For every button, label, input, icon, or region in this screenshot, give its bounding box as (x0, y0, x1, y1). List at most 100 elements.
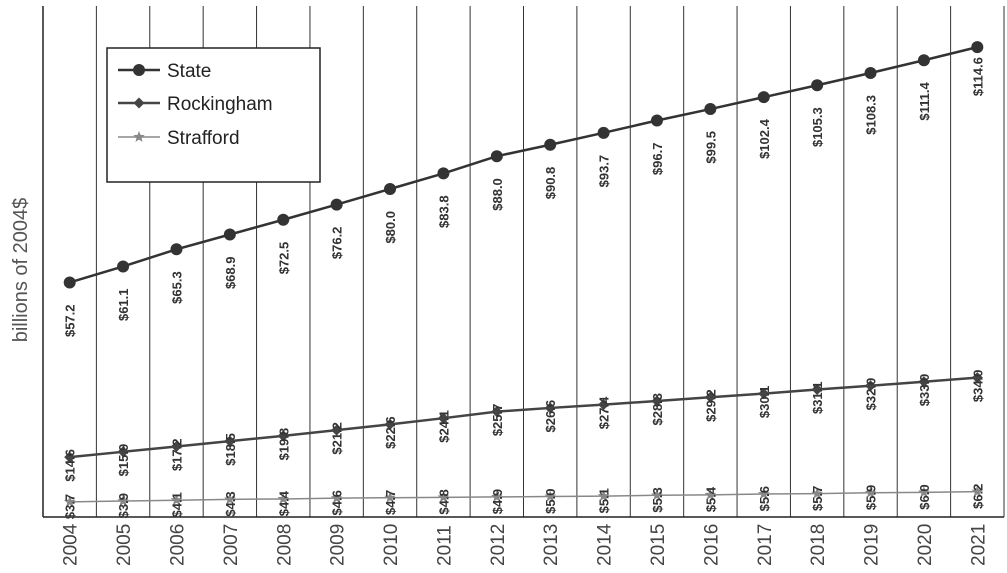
data-point (811, 487, 823, 499)
data-point (64, 451, 76, 463)
data-label: $4.1 (169, 492, 184, 517)
data-label: $31.1 (810, 381, 825, 414)
data-label: $22.6 (383, 416, 398, 449)
data-label: $80.0 (383, 211, 398, 244)
data-label: $99.5 (703, 131, 718, 164)
data-point (971, 41, 984, 54)
data-label: $14.6 (63, 449, 78, 482)
legend-item-state: State (118, 61, 211, 82)
data-label: $34.0 (970, 370, 985, 403)
data-point (384, 418, 396, 430)
data-label: $76.2 (330, 227, 345, 260)
x-tick-label: 2011 (434, 525, 455, 566)
data-label: $5.0 (543, 489, 558, 514)
data-label: $83.8 (436, 195, 451, 228)
data-point (544, 402, 556, 414)
data-label: $21.2 (330, 422, 345, 455)
legend-marker (133, 131, 145, 142)
y-axis-label: billions of 2004$ (10, 198, 32, 343)
data-point (63, 276, 76, 289)
data-point (971, 485, 983, 497)
data-label: $4.9 (490, 489, 505, 514)
data-labels: $57.2 $61.1 $65.3 $68.9 $72.5 $76.2 $80.0 $83.8… (63, 57, 986, 519)
data-label: $30.1 (757, 386, 772, 419)
legend-marker (133, 97, 145, 109)
data-label: $111.4 (917, 81, 932, 120)
series-rockingham (64, 372, 983, 463)
data-point (491, 406, 503, 418)
data-label: $88.0 (490, 178, 505, 211)
axes (42, 6, 1004, 518)
x-tick-label: 2017 (755, 524, 776, 566)
data-label: $61.1 (116, 288, 131, 321)
data-point (277, 493, 289, 504)
x-tick-label: 2016 (701, 524, 722, 566)
data-point (864, 486, 877, 498)
legend-marker (133, 64, 145, 76)
x-tick-label: 2006 (167, 524, 188, 566)
legend: State Rockingham Strafford (106, 47, 321, 183)
data-label: $28.3 (650, 393, 665, 426)
data-label: $29.2 (703, 389, 718, 422)
data-point (224, 435, 236, 447)
data-point (864, 66, 877, 79)
x-tick-label: 2012 (488, 524, 509, 566)
legend-box (106, 47, 321, 183)
data-point (598, 399, 610, 411)
data-point (865, 380, 877, 392)
data-point (277, 213, 290, 226)
data-label: $90.8 (543, 167, 558, 200)
data-label: $4.3 (223, 491, 238, 516)
x-tick-label: 2020 (915, 524, 936, 566)
data-point (170, 494, 183, 505)
data-label: $72.5 (276, 242, 291, 275)
data-point (384, 491, 396, 503)
data-label: $24.1 (436, 410, 451, 443)
series-strafford (64, 485, 983, 507)
data-label: $96.7 (650, 143, 665, 176)
data-point (64, 495, 76, 507)
data-label: $5.3 (650, 487, 665, 512)
data-label: $6.0 (917, 484, 932, 509)
data-point (918, 486, 930, 498)
legend-label: Rockingham (167, 94, 273, 115)
data-point (971, 372, 983, 384)
data-label: $25.7 (490, 404, 505, 437)
data-point (491, 490, 503, 502)
data-label: $5.7 (810, 486, 825, 511)
legend-item-strafford: Strafford (118, 128, 240, 149)
data-point (384, 183, 397, 195)
data-label: $32.0 (864, 378, 879, 411)
data-point (117, 446, 129, 458)
data-point (651, 489, 663, 501)
x-tick-label: 2018 (808, 524, 829, 566)
x-tick-label: 2010 (381, 524, 402, 566)
data-label: $4.4 (276, 490, 291, 516)
data-point (117, 495, 129, 506)
x-tick-label: 2009 (328, 524, 349, 566)
data-point (331, 424, 343, 436)
data-point (811, 383, 823, 395)
x-tick-label: 2004 (61, 523, 82, 566)
data-label: $5.9 (864, 485, 879, 510)
data-point (597, 490, 610, 501)
data-point (223, 228, 236, 241)
x-tick-label: 2007 (221, 524, 242, 566)
data-label: $4.8 (436, 489, 451, 514)
data-point (704, 103, 717, 116)
data-point (704, 488, 717, 500)
data-label: $15.9 (116, 444, 131, 477)
data-label: $33.0 (917, 374, 932, 407)
data-label: $17.2 (169, 438, 184, 471)
legend-item-rockingham: Rockingham (118, 94, 273, 115)
data-label: $57.2 (63, 304, 78, 337)
data-point (330, 198, 343, 211)
data-label: $5.6 (757, 486, 772, 511)
data-point (650, 114, 663, 127)
data-point (918, 376, 930, 388)
data-label: $3.7 (63, 494, 78, 519)
data-label: $65.3 (169, 271, 184, 304)
x-tick-label: 2015 (648, 524, 669, 566)
data-label: $68.9 (223, 257, 238, 290)
